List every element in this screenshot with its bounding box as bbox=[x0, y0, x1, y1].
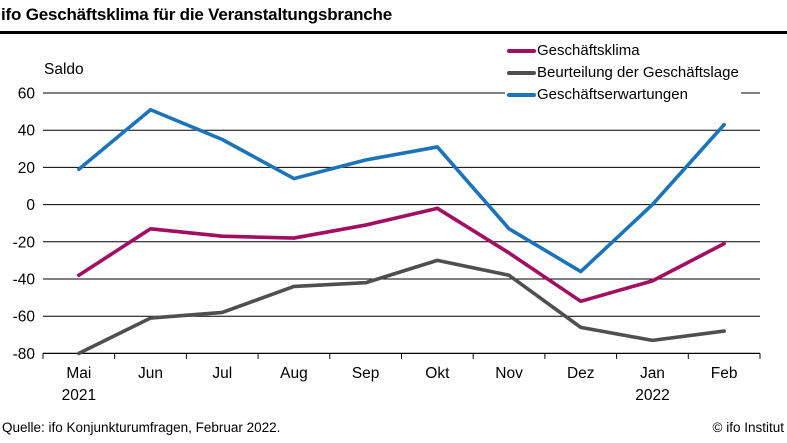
legend-label: Geschäftsklima bbox=[537, 42, 640, 59]
legend-item: Beurteilung der Geschäftslage bbox=[507, 62, 739, 84]
year-label: 2021 bbox=[62, 387, 96, 404]
x-tick-label: Okt bbox=[425, 365, 450, 382]
legend-item: Geschäftsklima bbox=[507, 40, 739, 62]
copyright-note: © ifo Institut bbox=[712, 420, 784, 435]
y-tick-label: 0 bbox=[26, 197, 35, 214]
x-tick-label: Jul bbox=[212, 365, 232, 382]
series-line-gesch-ftsklima bbox=[77, 206, 726, 304]
series-line-gesch-ftserwartungen bbox=[77, 107, 726, 274]
series-line-beurteilung-der-gesch-ftslage bbox=[77, 258, 726, 356]
y-tick-label: -40 bbox=[13, 272, 36, 289]
y-tick-label: 20 bbox=[18, 160, 36, 177]
x-tick-label: Dez bbox=[567, 365, 595, 382]
y-axis-title: Saldo bbox=[44, 61, 84, 78]
legend-swatch bbox=[507, 71, 536, 75]
y-tick-label: -60 bbox=[13, 309, 36, 326]
y-tick-label: -80 bbox=[13, 346, 36, 363]
source-note: Quelle: ifo Konjunkturumfragen, Februar … bbox=[2, 420, 281, 435]
x-tick-label: Nov bbox=[495, 365, 523, 382]
year-label: 2022 bbox=[635, 387, 669, 404]
x-tick-label: Jun bbox=[138, 365, 163, 382]
x-tick-label: Mai bbox=[66, 365, 91, 382]
chart-legend: Geschäftsklima Beurteilung der Geschäftsl… bbox=[505, 40, 741, 106]
y-tick-label: -20 bbox=[13, 234, 36, 251]
title-divider bbox=[0, 31, 787, 34]
legend-swatch bbox=[507, 49, 536, 53]
legend-label: Beurteilung der Geschäftslage bbox=[537, 64, 739, 81]
legend-swatch bbox=[507, 93, 536, 97]
x-tick-label: Jan bbox=[640, 365, 665, 382]
y-tick-label: 40 bbox=[18, 123, 36, 140]
legend-label: Geschäftserwartungen bbox=[537, 86, 688, 103]
legend-item: Geschäftserwartungen bbox=[507, 84, 739, 106]
x-tick-label: Feb bbox=[711, 365, 738, 382]
x-tick-label: Aug bbox=[280, 365, 308, 382]
y-tick-label: 60 bbox=[18, 86, 36, 103]
page-title: ifo Geschäftsklima für die Veranstaltung… bbox=[1, 5, 392, 24]
x-tick-label: Sep bbox=[352, 365, 380, 382]
